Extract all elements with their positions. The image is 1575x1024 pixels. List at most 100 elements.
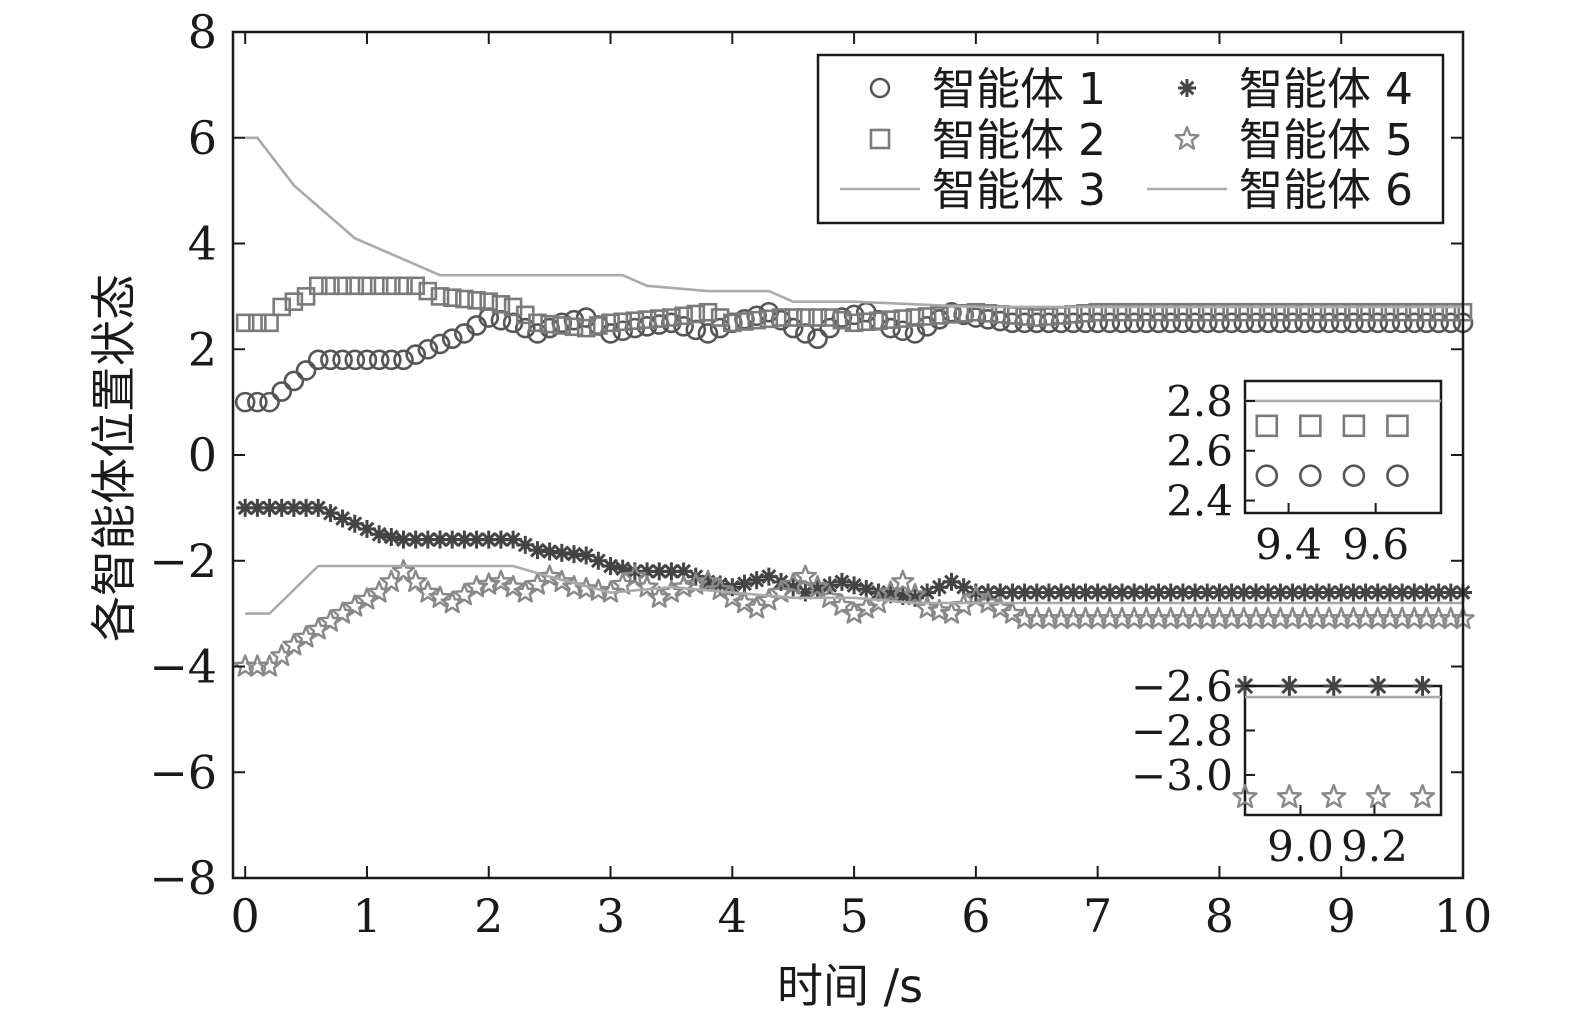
y-tick-label: 8 — [188, 5, 217, 59]
series-5-point — [464, 574, 489, 598]
series-4-point — [832, 572, 851, 591]
series-1-point — [1294, 312, 1315, 334]
series-2-point — [637, 310, 657, 329]
x-tick-label: 3 — [596, 889, 625, 943]
series-4-point — [357, 520, 376, 539]
series-4-point — [613, 559, 632, 578]
inset-series-point — [1386, 464, 1409, 487]
series-4-point — [333, 509, 352, 528]
series-4-point — [1015, 583, 1034, 602]
series-4-point — [1173, 583, 1192, 602]
legend-swatch — [1174, 125, 1200, 150]
series-2-point — [272, 297, 292, 317]
main-axes: 0 1 2 3 4 5 6 7 8 9 10 −8 −6 −4 −2 0 2 4 6 8 — [149, 5, 1492, 943]
series-4-point — [1393, 583, 1412, 602]
series-2-point — [552, 316, 572, 335]
series-2-point — [881, 310, 900, 329]
series-4-point — [1380, 583, 1399, 602]
series-2-point — [613, 312, 633, 332]
series-2-point — [1417, 302, 1436, 322]
series-5-point — [805, 574, 830, 598]
series-6 — [245, 564, 1463, 615]
x-tick-label: 8 — [1205, 889, 1234, 943]
series-4-point — [248, 498, 267, 517]
series-4-point — [284, 498, 303, 517]
series-2-point — [759, 309, 779, 329]
series-4-point — [1161, 583, 1180, 602]
series-1-point — [1306, 312, 1328, 334]
series-2-point — [235, 313, 255, 333]
legend-label: 智能体 3 — [932, 165, 1106, 216]
legend-entry-5: 智能体 5 — [1174, 115, 1413, 166]
series-1-point — [697, 323, 719, 344]
series-2-point — [869, 311, 888, 330]
series-1-point — [1257, 312, 1279, 334]
series-1-point — [1221, 312, 1242, 334]
y-tick-label: −8 — [149, 851, 217, 905]
series-2-point — [248, 313, 267, 333]
series-4-point — [1429, 583, 1448, 602]
series-2-point — [1112, 302, 1132, 322]
series-2-point — [966, 302, 986, 322]
x-tick-label: 0 — [231, 889, 260, 943]
y-tick-label: −6 — [149, 745, 217, 799]
series-4-point — [309, 498, 328, 517]
series-4-point — [759, 567, 778, 586]
series-1-point — [1343, 312, 1364, 334]
series-4-point — [735, 574, 754, 593]
series-4-point — [662, 562, 681, 581]
series-2-point — [1076, 303, 1095, 323]
legend-entry-1: 智能体 1 — [869, 64, 1106, 115]
series-1-point — [782, 317, 804, 339]
legend-entry-4: 智能体 4 — [1178, 64, 1413, 115]
inset-series-point — [1368, 676, 1389, 696]
x-tick-label: 2 — [474, 889, 503, 943]
series-2-point — [576, 318, 596, 338]
series-4-point — [638, 562, 657, 581]
series-4-point — [808, 579, 827, 598]
legend-label: 智能体 5 — [1239, 115, 1413, 166]
legend-swatch — [869, 128, 891, 150]
series-1-point — [1111, 312, 1133, 334]
series-2 — [235, 276, 1473, 338]
series-4-point — [1368, 583, 1387, 602]
series-3 — [245, 136, 1463, 309]
series-4-point — [625, 562, 644, 581]
inset-series-point — [1255, 414, 1279, 438]
legend-label: 智能体 1 — [932, 64, 1106, 115]
series-1-point — [1148, 312, 1169, 334]
series-4-point — [345, 514, 364, 533]
series-2-point — [662, 308, 681, 327]
series-1-point — [514, 317, 536, 339]
series-4-point — [321, 504, 340, 523]
series-2-point — [1404, 302, 1424, 322]
series-1-point — [1087, 312, 1108, 334]
series-4-point — [601, 557, 620, 576]
series-5-point — [732, 590, 757, 614]
series-5-point — [391, 559, 416, 582]
series-3-line — [245, 136, 1463, 309]
series-4-point — [1186, 583, 1205, 602]
series-2-point — [1246, 302, 1266, 322]
inset-series-point — [1386, 414, 1409, 438]
series-4-point — [1039, 583, 1058, 602]
series-2-point — [528, 313, 547, 333]
series-2-point — [394, 276, 413, 296]
series-4-point — [1027, 583, 1046, 602]
series-1-point — [381, 349, 402, 371]
series-4-point — [930, 578, 949, 597]
series-2-point — [1185, 302, 1205, 322]
inset-series-point — [1232, 784, 1258, 809]
series-4-point — [784, 578, 803, 597]
series-2-point — [1027, 308, 1047, 327]
series-4-point — [698, 572, 717, 591]
series-1-point — [344, 349, 366, 371]
series-2-point — [1015, 307, 1034, 326]
series-4-point — [406, 530, 425, 549]
inset-y-tick-label: −2.8 — [1131, 706, 1233, 755]
series-4-point — [272, 498, 291, 517]
series-4-point — [1137, 583, 1156, 602]
series-4-point — [394, 530, 413, 549]
series-2-point — [783, 308, 803, 327]
series-5-point — [489, 569, 513, 592]
